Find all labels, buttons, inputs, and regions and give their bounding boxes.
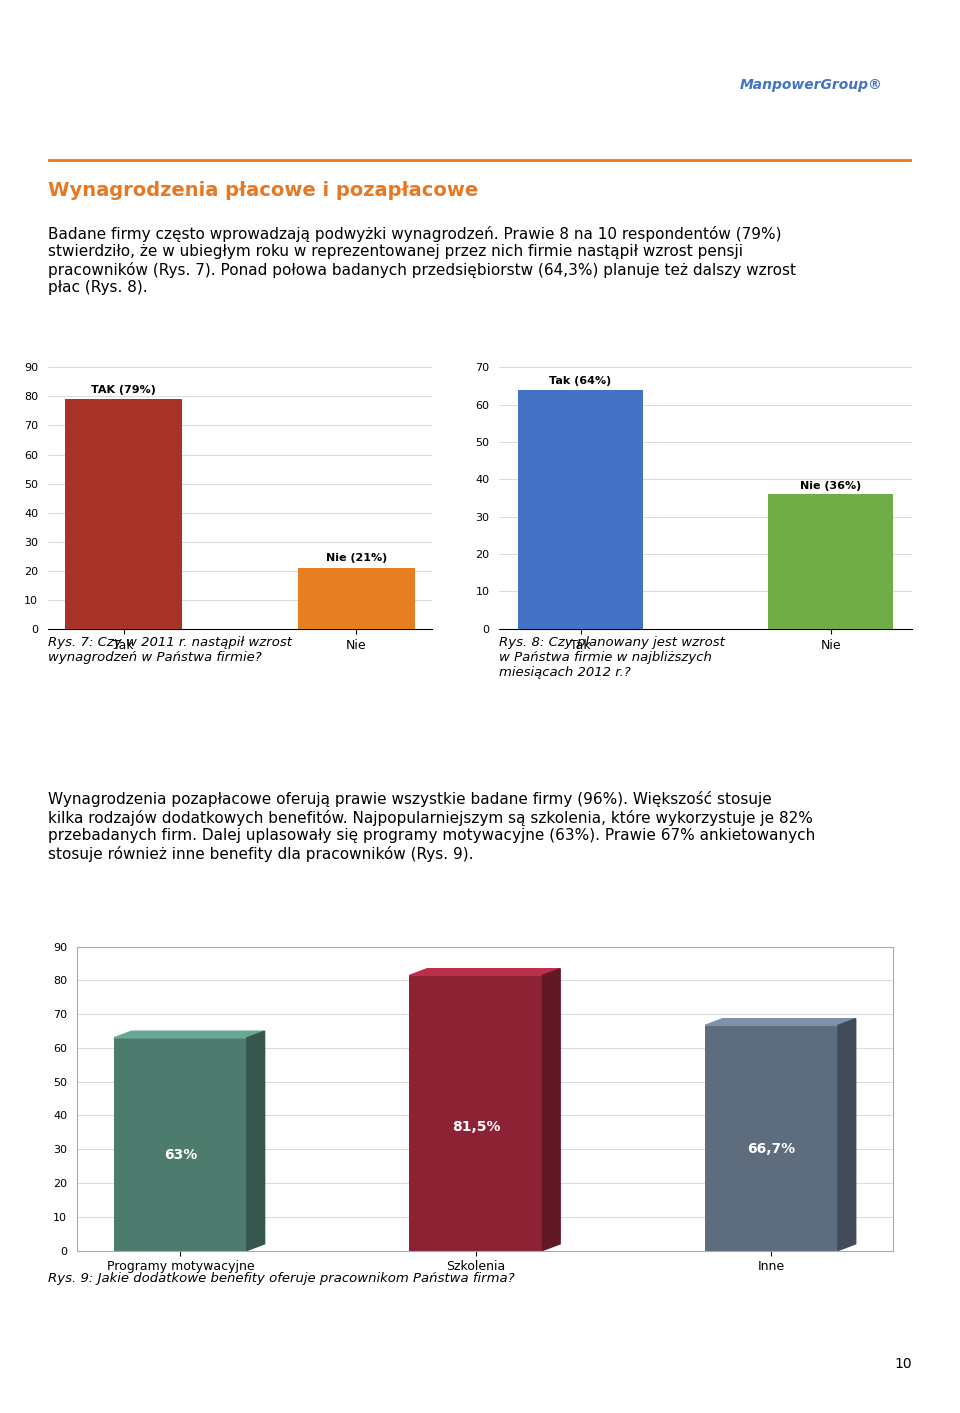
Polygon shape	[114, 1031, 265, 1037]
Polygon shape	[542, 969, 561, 1251]
Polygon shape	[838, 1019, 855, 1251]
Text: ManpowerGroup®: ManpowerGroup®	[740, 78, 882, 92]
Text: 81,5%: 81,5%	[452, 1119, 500, 1133]
Polygon shape	[705, 1019, 855, 1026]
Text: 63%: 63%	[164, 1147, 197, 1161]
Text: Nie (36%): Nie (36%)	[800, 480, 861, 490]
Bar	[299, 568, 415, 629]
Text: Tak (64%): Tak (64%)	[549, 376, 612, 386]
Bar	[518, 390, 643, 629]
Bar	[114, 1037, 247, 1251]
Text: 66,7%: 66,7%	[748, 1142, 796, 1156]
Text: TAK (79%): TAK (79%)	[91, 384, 156, 396]
Text: Nie (21%): Nie (21%)	[325, 554, 387, 564]
Text: Rys. 8: Czy planowany jest wzrost
w Państwa firmie w najbliższych
miesiącach 201: Rys. 8: Czy planowany jest wzrost w Pańs…	[499, 636, 725, 678]
Bar	[65, 400, 181, 629]
Text: Wynagrodzenia pozapłacowe oferują prawie wszystkie badane firmy (96%). Większość: Wynagrodzenia pozapłacowe oferują prawie…	[48, 791, 815, 862]
Text: Badane firmy często wprowadzają podwyżki wynagrodzeń. Prawie 8 na 10 respondentó: Badane firmy często wprowadzają podwyżki…	[48, 226, 796, 295]
Polygon shape	[409, 969, 561, 975]
Text: Rys. 9: Jakie dodatkowe benefity oferuje pracownikom Państwa firma?: Rys. 9: Jakie dodatkowe benefity oferuje…	[48, 1272, 515, 1284]
Bar	[768, 495, 893, 629]
Bar	[409, 975, 542, 1251]
Text: Wynagrodzenia płacowe i pozapłacowe: Wynagrodzenia płacowe i pozapłacowe	[48, 181, 478, 201]
Bar	[705, 1026, 838, 1251]
Text: Rys. 7: Czy w 2011 r. nastąpił wzrost
wynagrodzeń w Państwa firmie?: Rys. 7: Czy w 2011 r. nastąpił wzrost wy…	[48, 636, 292, 664]
Polygon shape	[247, 1031, 265, 1251]
Text: 10: 10	[895, 1356, 912, 1371]
